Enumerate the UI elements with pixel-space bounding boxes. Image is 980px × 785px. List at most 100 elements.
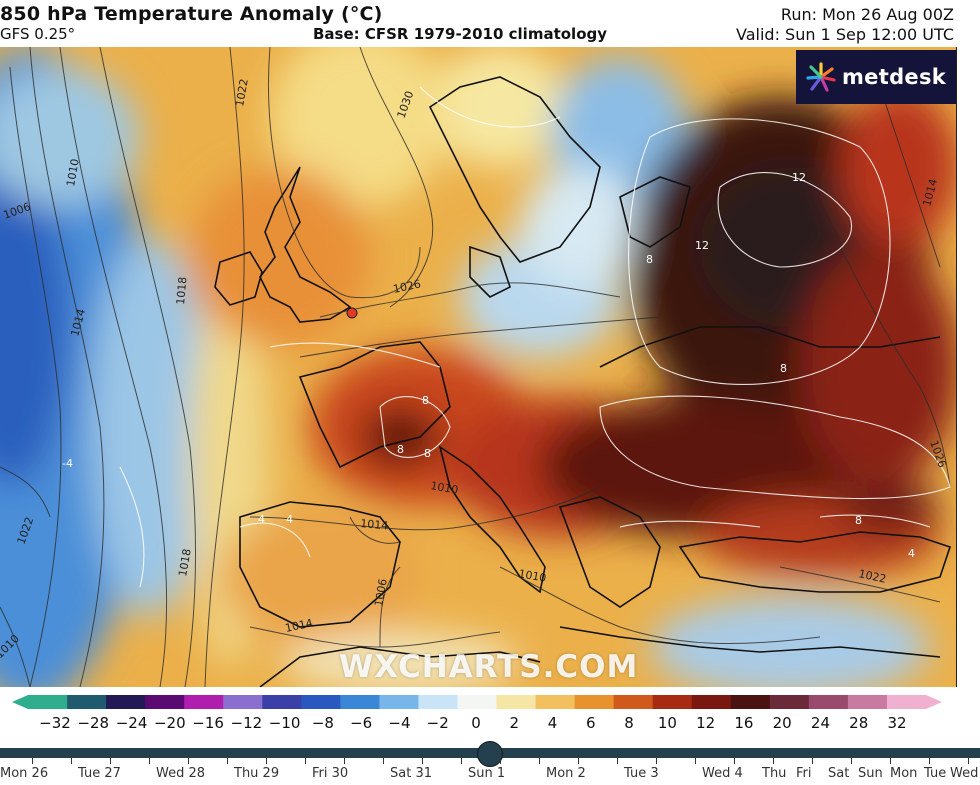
colorbar-segment [145, 695, 185, 709]
isobar-label: 1006 [372, 578, 390, 608]
colorbar-segment [691, 695, 732, 709]
colorbar-segment [184, 695, 224, 709]
metdesk-logo-text: metdesk [842, 65, 947, 89]
timeline-tick [344, 758, 345, 764]
valid-time-label: Valid: Sun 1 Sep 12:00 UTC [736, 25, 954, 44]
colorbar-segment [262, 695, 302, 709]
colorbar-segment [574, 695, 615, 709]
timeline-day-label[interactable]: Mon 26 [0, 766, 49, 781]
colorbar-tick-label: 6 [586, 714, 596, 732]
isobar-label: 1022 [233, 78, 251, 108]
timeline-tick [32, 758, 33, 764]
climatology-base-label: Base: CFSR 1979-2010 climatology [313, 25, 608, 43]
isobar-label: 1010 [517, 567, 547, 585]
colorbar-segment [496, 695, 537, 709]
colorbar-tick-label: −8 [311, 714, 334, 732]
colorbar-segment [418, 695, 458, 709]
timeline-day-label[interactable]: Mon 2 [546, 766, 586, 781]
anomaly-label: 4 [286, 513, 293, 526]
timeline-day-label[interactable]: Sun 1 [468, 766, 506, 781]
colorbar-segment [12, 695, 68, 709]
timeline-tick [578, 758, 579, 764]
timeline-day-label[interactable]: Wed [950, 766, 979, 781]
timeline-day-label[interactable]: Tue 3 [624, 766, 659, 781]
timeline-tick [617, 758, 618, 764]
timeline-day-label[interactable]: Mon [890, 766, 918, 781]
metdesk-logo: metdesk [796, 50, 956, 104]
colorbar-segment [886, 695, 942, 709]
timeline-tick [266, 758, 267, 764]
isobar-label: 1018 [176, 548, 194, 578]
colorbar-segment [379, 695, 419, 709]
timeline-tick [734, 758, 735, 764]
colorbar-tick-label: −32 [39, 714, 71, 732]
anomaly-map: 1030 1026 1022 1018 1014 1010 1006 1022 … [0, 47, 957, 687]
colorbar-tick-label: 0 [471, 714, 481, 732]
colorbar-segment [340, 695, 380, 709]
colorbar-tick-label: −28 [77, 714, 110, 732]
colorbar-tick-label: −12 [230, 714, 263, 732]
timeline-tick [695, 758, 696, 764]
timeline-tick [773, 758, 774, 764]
timeline-tick [812, 758, 813, 764]
chart-title: 850 hPa Temperature Anomaly (°C) [0, 3, 383, 25]
isobar-label: 1014 [284, 616, 314, 635]
anomaly-shading [0, 47, 956, 687]
anomaly-label: 8 [780, 362, 787, 375]
timeline-tick [188, 758, 189, 764]
colorbar-tick-label: 20 [772, 714, 792, 732]
colorbar-tick-label: −24 [115, 714, 148, 732]
isobar-label: 1018 [174, 276, 189, 305]
timeline-tick [890, 758, 891, 764]
colorbar-tick-label: −2 [426, 714, 449, 732]
colorbar-tick-label: 28 [849, 714, 869, 732]
timeline-day-label[interactable]: Wed 4 [702, 766, 743, 781]
timeline-handle[interactable] [477, 741, 503, 767]
colorbar [12, 695, 942, 709]
colorbar-segment [808, 695, 849, 709]
isobar-label: 1010 [64, 158, 82, 188]
anomaly-labels: 12 12 8 8 8 8 8 8 4 4 4 -4 [62, 171, 915, 560]
timeline-tick [656, 758, 657, 764]
anomaly-label: 8 [397, 443, 404, 456]
wxcharts-watermark: WXCHARTS.COM [339, 649, 639, 685]
colorbar-tick-label: −4 [388, 714, 411, 732]
anomaly-contours [119, 86, 951, 588]
colorbar-tick-label: 24 [810, 714, 830, 732]
run-time-label: Run: Mon 26 Aug 00Z [780, 5, 954, 24]
timeline-day-label[interactable]: Wed 28 [156, 766, 206, 781]
anomaly-label: 8 [422, 394, 429, 407]
timeline-day-label[interactable]: Fri 30 [312, 766, 349, 781]
timeline-tick [305, 758, 306, 764]
colorbar-labels: −32 −28 −24 −20 −16 −12 −10 −8 −6 −4 −2 0 2 4 6 8 10 12 16… [0, 714, 980, 734]
anomaly-label: 8 [855, 514, 862, 527]
chart-header: 850 hPa Temperature Anomaly (°C) GFS 0.2… [0, 0, 980, 46]
anomaly-label: 12 [695, 239, 709, 252]
timeline-tick [227, 758, 228, 764]
isobar-lines [0, 47, 951, 687]
timeline-day-label[interactable]: Tue [924, 766, 947, 781]
timeline-tick [968, 758, 969, 764]
timeline-day-label[interactable]: Thu [762, 766, 787, 781]
timeline-day-label[interactable]: Sat [828, 766, 850, 781]
timeline-day-label[interactable]: Fri [796, 766, 812, 781]
timeline-day-label[interactable]: Sun [858, 766, 883, 781]
timeline-tick [929, 758, 930, 764]
timeline-day-labels: Mon 26 Tue 27 Wed 28 Thu 29 Fri 30 Sat 31 Sun … [0, 766, 980, 785]
colorbar-tick-label: 8 [624, 714, 634, 732]
anomaly-label: 12 [792, 171, 806, 184]
colorbar-segment [847, 695, 888, 709]
timeline-day-label[interactable]: Tue 27 [78, 766, 121, 781]
colorbar-segment [106, 695, 146, 709]
anomaly-label: 4 [908, 547, 915, 560]
isobar-label: 1010 [429, 479, 459, 497]
colorbar-tick-label: 4 [547, 714, 558, 732]
timeline-tick [71, 758, 72, 764]
anomaly-label: 8 [424, 447, 431, 460]
colorbar-segment [223, 695, 263, 709]
timeline-tick [422, 758, 423, 764]
timeline-day-label[interactable]: Sat 31 [390, 766, 432, 781]
location-marker [346, 307, 358, 319]
timeline-tick [500, 758, 501, 764]
timeline-day-label[interactable]: Thu 29 [234, 766, 280, 781]
